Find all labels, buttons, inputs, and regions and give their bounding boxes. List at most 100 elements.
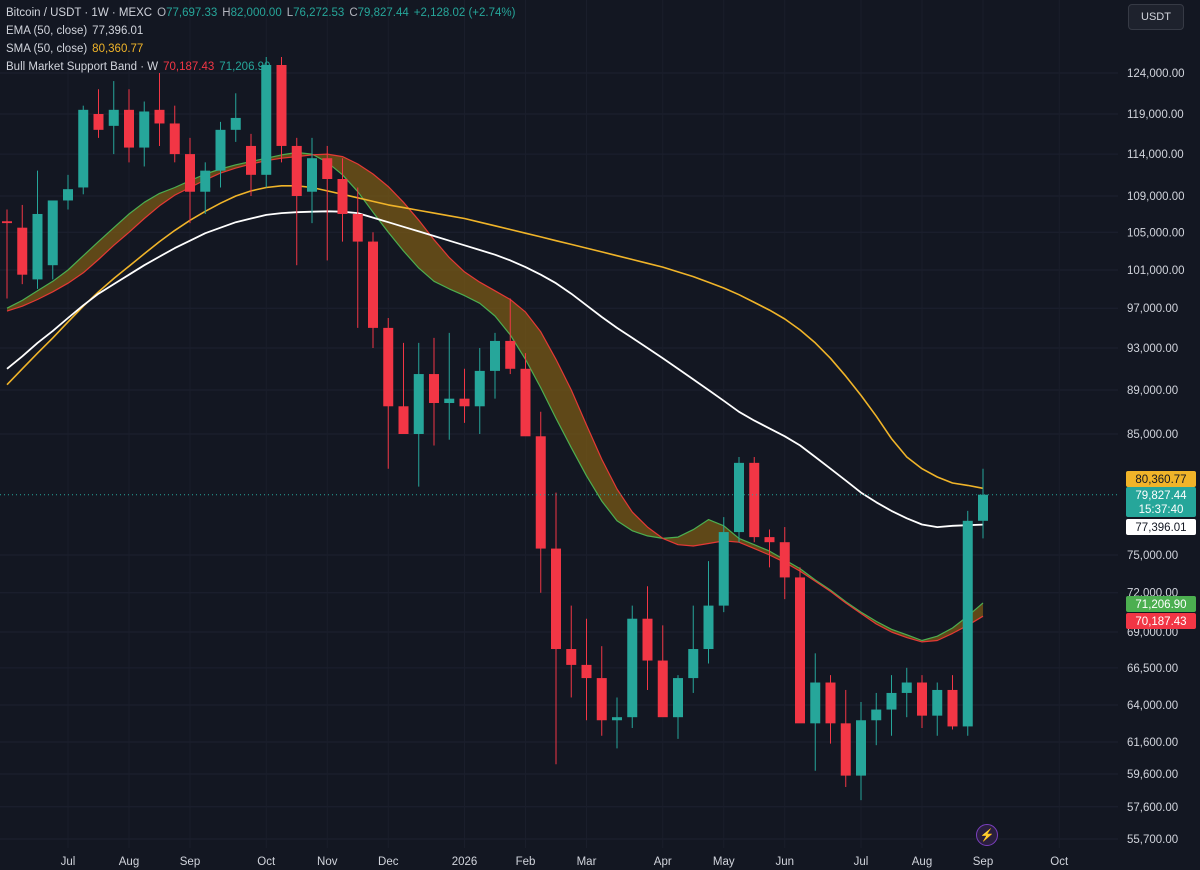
candle-up[interactable] bbox=[718, 517, 729, 613]
price-tag-ema: 77,396.01 bbox=[1126, 519, 1196, 535]
candles[interactable] bbox=[2, 57, 988, 801]
currency-button[interactable]: USDT bbox=[1128, 4, 1184, 30]
candle-down[interactable] bbox=[368, 232, 378, 348]
candle-up[interactable] bbox=[703, 561, 714, 664]
candle-down[interactable] bbox=[352, 187, 363, 328]
candle-down[interactable] bbox=[93, 89, 104, 138]
candle-up[interactable] bbox=[627, 605, 638, 728]
candle-down[interactable] bbox=[124, 89, 134, 163]
candle-body bbox=[856, 720, 866, 776]
price-axis[interactable]: 124,000.00 119,000.00 114,000.00 109,000.00… bbox=[1127, 68, 1185, 846]
candle-down[interactable] bbox=[291, 137, 302, 266]
candle-down[interactable] bbox=[825, 675, 836, 744]
candle-body bbox=[688, 649, 699, 679]
candle-down[interactable] bbox=[2, 209, 12, 299]
price-axis-label: 55,700.00 bbox=[1127, 834, 1178, 846]
candle-down[interactable] bbox=[169, 105, 180, 163]
price-tag-text: 80,360.77 bbox=[1135, 474, 1186, 486]
candle-down[interactable] bbox=[505, 298, 516, 375]
time-axis[interactable]: Jul Aug Sep Oct Nov Dec 2026 Feb Mar Apr May Jun Jul… bbox=[61, 856, 1069, 868]
candle-up[interactable] bbox=[47, 200, 58, 280]
price-tag-bg bbox=[1126, 613, 1196, 629]
candle-up[interactable] bbox=[78, 105, 89, 195]
candle-up[interactable] bbox=[490, 332, 500, 399]
candle-body bbox=[78, 109, 89, 188]
candle-down[interactable] bbox=[551, 492, 561, 765]
candle-up[interactable] bbox=[612, 697, 622, 749]
candle-up[interactable] bbox=[810, 653, 821, 771]
candle-up[interactable] bbox=[673, 675, 683, 739]
candle-up[interactable] bbox=[871, 692, 882, 746]
candle-up[interactable] bbox=[962, 510, 973, 736]
candle-up[interactable] bbox=[230, 93, 241, 142]
candle-up[interactable] bbox=[444, 332, 455, 440]
candle-down[interactable] bbox=[185, 137, 195, 224]
price-tag-bg bbox=[1126, 596, 1196, 612]
candle-down[interactable] bbox=[154, 73, 165, 146]
legend-symbol[interactable]: Bitcoin / USDT · 1W · MEXC bbox=[6, 7, 153, 19]
candle-body bbox=[322, 158, 333, 180]
candle-up[interactable] bbox=[215, 121, 226, 188]
candle-down[interactable] bbox=[840, 689, 851, 787]
candle-down[interactable] bbox=[596, 646, 607, 736]
time-axis-label: Apr bbox=[654, 856, 672, 868]
candle-down[interactable] bbox=[459, 368, 470, 423]
legend-ema-row[interactable]: EMA (50, close) 77,396.01 bbox=[6, 22, 515, 40]
candle-up[interactable] bbox=[688, 605, 699, 693]
price-tag-bg bbox=[1126, 487, 1196, 517]
moving-average-lines bbox=[6, 185, 984, 528]
candle-up[interactable] bbox=[200, 162, 211, 214]
time-axis-label: Feb bbox=[516, 856, 536, 868]
candle-down[interactable] bbox=[535, 411, 546, 593]
candle-up[interactable] bbox=[139, 101, 150, 167]
legend-band-row[interactable]: Bull Market Support Band · W 70,187.43 7… bbox=[6, 58, 515, 76]
candle-down[interactable] bbox=[566, 605, 577, 698]
candle-down[interactable] bbox=[657, 625, 668, 718]
candle-body bbox=[962, 520, 973, 727]
candle-down[interactable] bbox=[947, 675, 958, 730]
candle-down[interactable] bbox=[795, 567, 805, 724]
candle-up[interactable] bbox=[413, 342, 424, 487]
candle-up[interactable] bbox=[932, 682, 943, 736]
candle-body bbox=[47, 200, 58, 266]
candle-down[interactable] bbox=[337, 158, 348, 242]
candle-down[interactable] bbox=[779, 527, 790, 600]
candle-up[interactable] bbox=[63, 174, 73, 210]
candle-up[interactable] bbox=[856, 701, 866, 801]
candle-up[interactable] bbox=[108, 81, 119, 155]
legend-sma-row[interactable]: SMA (50, close) 80,360.77 bbox=[6, 40, 515, 58]
candle-down[interactable] bbox=[917, 675, 927, 728]
candle-up[interactable] bbox=[32, 170, 43, 289]
candle-up[interactable] bbox=[901, 667, 912, 718]
candle-down[interactable] bbox=[429, 337, 439, 446]
candle-down[interactable] bbox=[322, 145, 333, 261]
candle-down[interactable] bbox=[581, 618, 592, 721]
candle-down[interactable] bbox=[764, 529, 775, 568]
candle-up[interactable] bbox=[886, 675, 897, 736]
candle-down[interactable] bbox=[17, 204, 28, 285]
candle-up[interactable] bbox=[261, 57, 272, 188]
candle-body bbox=[718, 532, 729, 606]
candle-down[interactable] bbox=[276, 57, 287, 163]
candle-down[interactable] bbox=[246, 133, 256, 196]
time-axis-label: May bbox=[713, 856, 735, 868]
candle-down[interactable] bbox=[642, 586, 653, 690]
candle-body bbox=[200, 170, 211, 192]
ema-value: 77,396.01 bbox=[92, 25, 144, 37]
candle-body bbox=[490, 340, 500, 371]
candle-down[interactable] bbox=[383, 317, 394, 469]
candle-body bbox=[474, 370, 485, 407]
candle-body bbox=[246, 145, 256, 175]
candle-up[interactable] bbox=[307, 137, 317, 224]
candle-up[interactable] bbox=[474, 348, 485, 434]
candle-down[interactable] bbox=[398, 342, 409, 434]
candle-up[interactable] bbox=[978, 468, 988, 539]
candle-down[interactable] bbox=[749, 457, 760, 543]
candle-body bbox=[337, 179, 348, 214]
candle-up[interactable] bbox=[734, 457, 744, 543]
time-axis-label: Mar bbox=[577, 856, 597, 868]
lightning-icon[interactable]: ⚡ bbox=[976, 824, 998, 846]
candle-down[interactable] bbox=[520, 353, 531, 437]
low-value: 76,272.53 bbox=[293, 7, 345, 19]
